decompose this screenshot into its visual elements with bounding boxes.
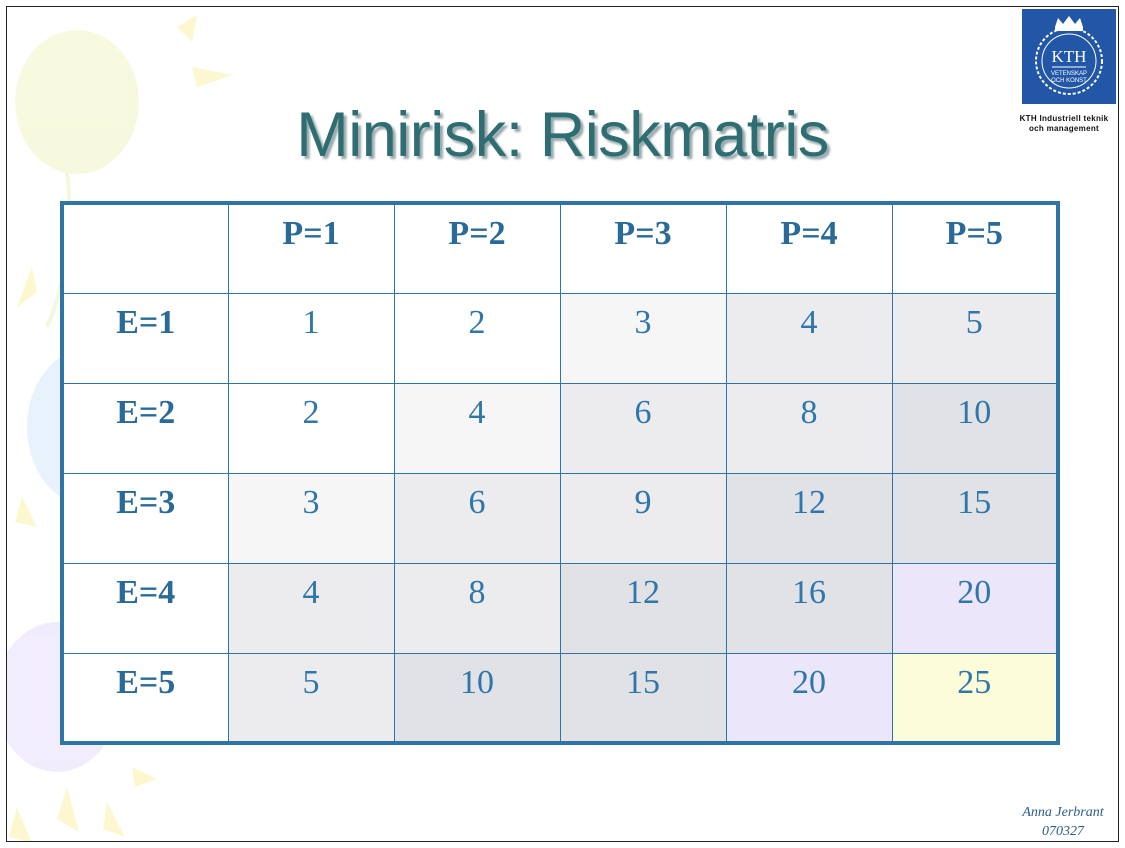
matrix-cell: 5 [227, 652, 395, 744]
matrix-cell: 12 [559, 562, 727, 654]
date-label: 070327 [1042, 824, 1084, 839]
column-header: P=4 [725, 202, 893, 294]
table-row: E=3 3 6 9 12 15 [61, 472, 1059, 564]
column-header: P=1 [227, 202, 395, 294]
row-header: E=4 [61, 562, 229, 654]
matrix-cell: 1 [227, 292, 395, 384]
matrix-cell: 10 [891, 382, 1059, 474]
matrix-cell: 25 [891, 652, 1059, 744]
kth-logo: KTH VETENSKAP OCH KONST [1022, 9, 1116, 104]
matrix-cell: 8 [725, 382, 893, 474]
matrix-cell: 8 [393, 562, 561, 654]
matrix-cell: 4 [725, 292, 893, 384]
table-row: E=4 4 8 12 16 20 [61, 562, 1059, 654]
matrix-cell: 15 [559, 652, 727, 744]
kth-crest-icon: KTH VETENSKAP OCH KONST [1035, 16, 1103, 95]
author-footer: Anna Jerbrant 070327 [1007, 803, 1118, 841]
row-header: E=5 [61, 652, 229, 744]
column-header: P=3 [559, 202, 727, 294]
matrix-cell: 6 [559, 382, 727, 474]
corner-cell [61, 202, 229, 294]
table-row: E=1 1 2 3 4 5 [61, 292, 1059, 384]
matrix-cell: 6 [393, 472, 561, 564]
row-header: E=2 [61, 382, 229, 474]
risk-matrix-table: P=1 P=2 P=3 P=4 P=5 E=1 1 2 3 4 5 E=2 2 … [60, 201, 1060, 745]
matrix-cell: 15 [891, 472, 1059, 564]
matrix-cell: 2 [227, 382, 395, 474]
matrix-cell: 4 [393, 382, 561, 474]
matrix-cell: 5 [891, 292, 1059, 384]
matrix-cell: 20 [725, 652, 893, 744]
row-header: E=1 [61, 292, 229, 384]
kth-motto-line-1: VETENSKAP [1051, 71, 1087, 77]
matrix-cell: 12 [725, 472, 893, 564]
slide: Minirisk: Riskmatris KTH VETENSKAP OCH K… [6, 6, 1119, 842]
matrix-cell: 4 [227, 562, 395, 654]
column-header: P=2 [393, 202, 561, 294]
table-row: E=5 5 10 15 20 25 [61, 652, 1059, 744]
author-name: Anna Jerbrant [1022, 805, 1104, 820]
matrix-cell: 3 [227, 472, 395, 564]
row-header: E=3 [61, 472, 229, 564]
kth-mark: KTH [1052, 47, 1087, 66]
matrix-cell: 2 [393, 292, 561, 384]
header-row: P=1 P=2 P=3 P=4 P=5 [61, 202, 1059, 294]
column-header: P=5 [891, 202, 1059, 294]
kth-motto-line-2: OCH KONST [1051, 78, 1087, 84]
matrix-cell: 20 [891, 562, 1059, 654]
matrix-cell: 16 [725, 562, 893, 654]
slide-title: Minirisk: Riskmatris [296, 100, 829, 170]
logo-caption: KTH Industriell teknik och management [1019, 114, 1109, 133]
table-row: E=2 2 4 6 8 10 [61, 382, 1059, 474]
matrix-cell: 9 [559, 472, 727, 564]
matrix-cell: 3 [559, 292, 727, 384]
matrix-cell: 10 [393, 652, 561, 744]
